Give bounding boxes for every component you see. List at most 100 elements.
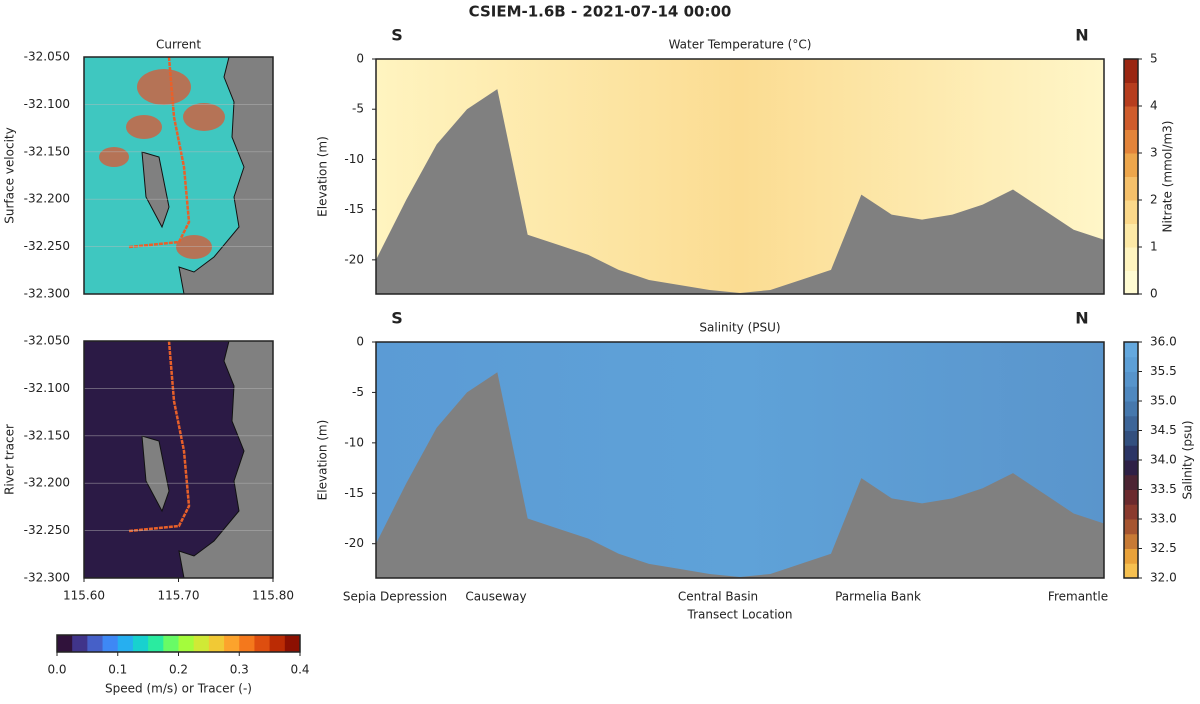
colorbar-segment [163, 635, 179, 652]
colorbar-segment [1124, 270, 1138, 295]
colorbar-segment [1124, 519, 1138, 535]
colorbar-tick-label: 0.2 [169, 663, 188, 677]
colorbar-tick-label: 33.5 [1150, 482, 1177, 496]
y-tick-label: -32.300 [24, 571, 70, 585]
colorbar-tick-label: 2 [1150, 193, 1158, 207]
x-tick-label: 115.60 [63, 589, 105, 603]
speed-patch [183, 103, 225, 131]
colorbar-segment [1124, 445, 1138, 461]
colorbar-segment [1124, 371, 1138, 387]
colorbar-label: Speed (m/s) or Tracer (-) [105, 682, 252, 696]
speed-patch [99, 147, 129, 167]
map-title: Current [156, 38, 201, 52]
colorbar-segment [1124, 342, 1138, 358]
frame [83, 340, 274, 579]
frame [375, 58, 1105, 295]
y-tick-label: -15 [344, 486, 364, 500]
colorbar-label: Salinity (psu) [1181, 420, 1195, 499]
y-axis-label: Elevation (m) [316, 136, 330, 217]
colorbar-tick-label: 0.3 [230, 663, 249, 677]
y-tick-label: 0 [356, 335, 364, 349]
colorbar-segment [132, 635, 149, 652]
colorbar-segment [1124, 247, 1138, 271]
colorbar-tick-label: 0.4 [290, 663, 309, 677]
south-label: S [391, 309, 403, 328]
colorbar-segment [1124, 223, 1138, 248]
colorbar-segment [239, 635, 255, 652]
panel-title: Water Temperature (°C) [669, 38, 812, 52]
colorbar-segment [1124, 82, 1138, 107]
colorbar-segment [102, 635, 119, 652]
colorbar-tick-label: 5 [1150, 52, 1158, 66]
y-tick-label: -32.200 [24, 192, 70, 206]
colorbar-tick-label: 32.5 [1150, 541, 1177, 555]
colorbar-segment [1124, 59, 1138, 83]
y-tick-label: -20 [344, 252, 364, 266]
colorbar-tick-label: 0 [1150, 287, 1158, 301]
colorbar-tick-label: 1 [1150, 240, 1158, 254]
y-tick-label: -32.100 [24, 381, 70, 395]
y-tick-label: -32.300 [24, 287, 70, 301]
y-tick-label: -32.150 [24, 428, 70, 442]
north-label: N [1075, 26, 1088, 45]
location-label: Fremantle [1048, 590, 1108, 604]
y-tick-label: -15 [344, 202, 364, 216]
colorbar-tick-label: 0.1 [108, 663, 127, 677]
y-tick-label: -32.250 [24, 239, 70, 253]
river-path [128, 56, 191, 249]
y-tick-label: -10 [344, 435, 364, 449]
colorbar-tick-label: 34.5 [1150, 423, 1177, 437]
island [141, 151, 170, 229]
colorbar-segment [1124, 460, 1138, 476]
colorbar-segment [87, 635, 104, 652]
speed-patch [176, 235, 212, 259]
colorbar-tick-label: 34.0 [1150, 453, 1177, 467]
x-tick-label: 115.70 [158, 589, 200, 603]
colorbar-segment [1124, 200, 1138, 224]
y-tick-label: -32.200 [24, 476, 70, 490]
water [83, 340, 245, 579]
colorbar-segment [1124, 386, 1138, 402]
figure-title: CSIEM-1.6B - 2021-07-14 00:00 [469, 3, 732, 21]
colorbar-segment [269, 635, 286, 652]
colorbar-segment [178, 635, 195, 652]
colorbar-segment [72, 635, 88, 652]
x-axis-label: Transect Location [687, 608, 793, 622]
y-tick-label: -20 [344, 536, 364, 550]
y-tick-label: -10 [344, 152, 364, 166]
colorbar-tick-label: 35.0 [1150, 394, 1177, 408]
frame [83, 56, 274, 295]
colorbar-tick-label: 4 [1150, 99, 1158, 113]
y-tick-label: -32.150 [24, 144, 70, 158]
colorbar-tick-label: 0.0 [47, 663, 66, 677]
north-label: N [1075, 309, 1088, 328]
colorbar-tick-label: 36.0 [1150, 335, 1177, 349]
y-tick-label: -5 [352, 385, 364, 399]
colorbar-segment [1124, 533, 1138, 549]
colorbar-segment [57, 635, 73, 652]
colorbar-frame [1123, 58, 1139, 295]
colorbar-tick-label: 32.0 [1150, 571, 1177, 585]
river-path [128, 340, 191, 533]
colorbar-segment [1124, 176, 1138, 201]
colorbar-segment [1124, 474, 1138, 490]
colorbar-segment [193, 635, 210, 652]
colorbar-label: Nitrate (mmol/m3) [1161, 121, 1175, 233]
colorbar-frame [1123, 341, 1139, 579]
location-label: Parmelia Bank [835, 590, 921, 604]
island [141, 435, 170, 513]
x-tick-label: 115.80 [252, 589, 294, 603]
colorbar-segment [1124, 489, 1138, 505]
colorbar-tick-label: 33.0 [1150, 512, 1177, 526]
colorbar-segment [1124, 106, 1138, 130]
colorbar-frame [56, 634, 301, 653]
y-tick-label: -32.050 [24, 50, 70, 64]
y-tick-label: -32.100 [24, 97, 70, 111]
colorbar-segment [1124, 504, 1138, 520]
colorbar-segment [1124, 356, 1138, 372]
y-axis-label: River tracer [3, 424, 17, 495]
location-label: Causeway [465, 590, 526, 604]
colorbar-segment [224, 635, 240, 652]
y-tick-label: 0 [356, 52, 364, 66]
y-tick-label: -32.050 [24, 334, 70, 348]
